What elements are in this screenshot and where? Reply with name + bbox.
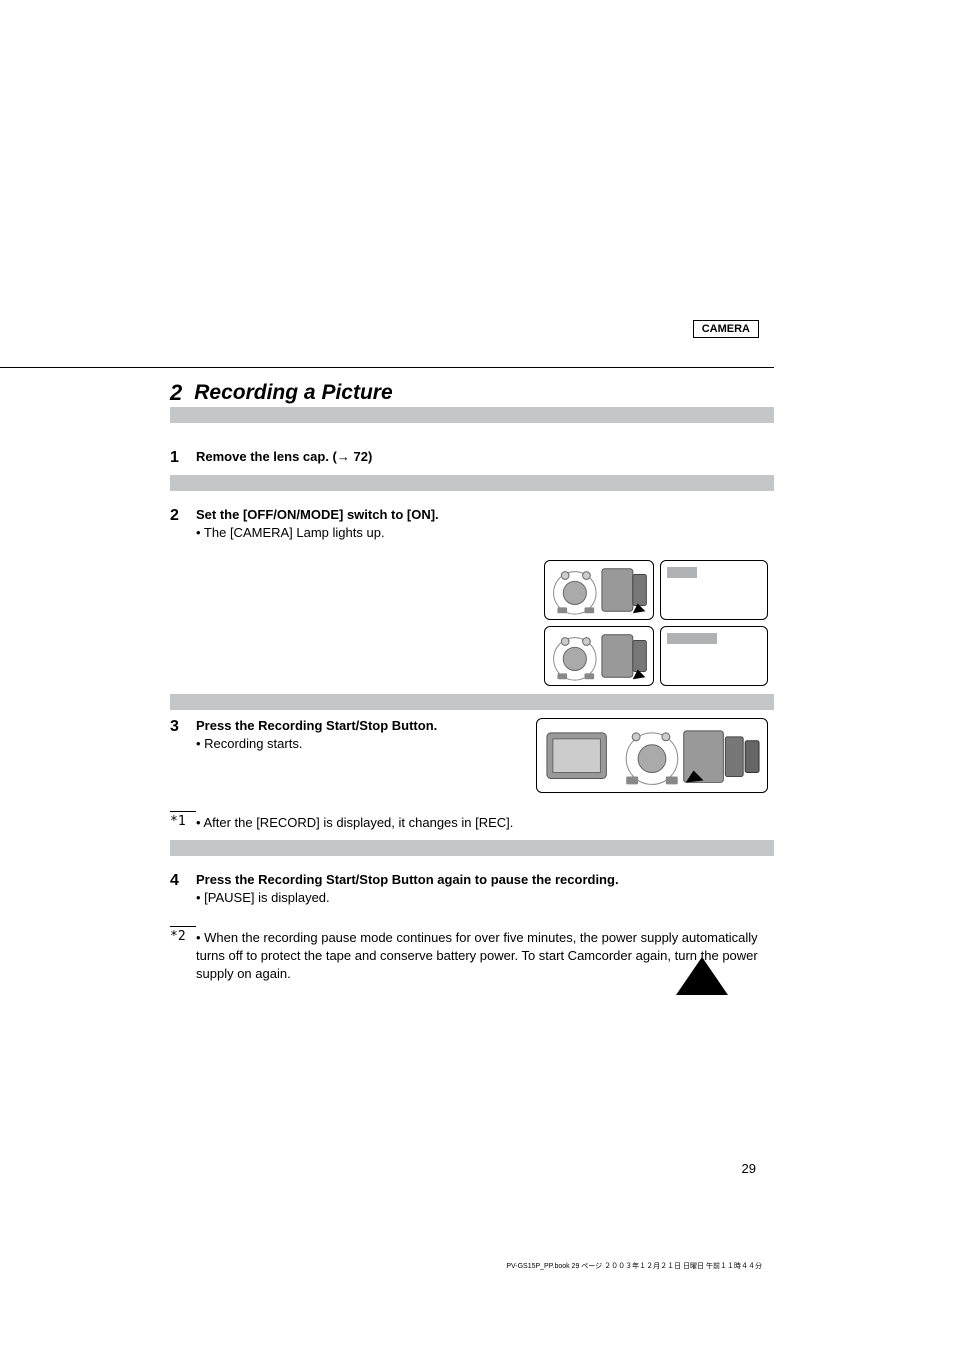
asterisk-mark xyxy=(170,914,196,929)
step-number: 1 xyxy=(170,449,196,467)
step-detail-text: • The [CAMERA] Lamp lights up. xyxy=(196,524,774,542)
asterisk-text: • After the [RECORD] is displayed, it ch… xyxy=(196,814,774,832)
screen-image-1 xyxy=(660,560,768,620)
title-number: 2 xyxy=(170,380,182,406)
image-pair-1 xyxy=(170,560,774,620)
screen-bar-icon xyxy=(667,567,697,578)
step-divider-bar xyxy=(170,475,774,491)
main-title: 2 Recording a Picture xyxy=(170,380,774,406)
step-detail-text: • Recording starts. xyxy=(196,735,536,753)
page-number: 29 xyxy=(742,1161,756,1176)
camera-image-2 xyxy=(544,626,654,686)
asterisk-mark xyxy=(170,799,196,814)
step-divider-bar xyxy=(170,840,774,856)
asterisk-mark-text: *2 xyxy=(170,929,196,984)
image-pair-2 xyxy=(170,626,774,686)
step-main-text: Press the Recording Start/Stop Button ag… xyxy=(196,872,774,887)
asterisk-mark-text: *1 xyxy=(170,814,196,832)
camera-lcd-image xyxy=(536,718,768,793)
step-detail-text: • [PAUSE] is displayed. xyxy=(196,889,774,907)
step-number: 3 xyxy=(170,718,196,753)
screen-image-2 xyxy=(660,626,768,686)
step-1: 1 Remove the lens cap. (→ 72) xyxy=(170,449,774,467)
step-3: 3 Press the Recording Start/Stop Button.… xyxy=(170,718,774,793)
step-2: 2 Set the [OFF/ON/MODE] switch to [ON]. … xyxy=(170,507,774,542)
step-main-text: Remove the lens cap. (→ 72) xyxy=(196,449,774,464)
step-main-text: Set the [OFF/ON/MODE] switch to [ON]. xyxy=(196,507,774,522)
step-4: 4 Press the Recording Start/Stop Button … xyxy=(170,872,774,907)
step-divider-bar xyxy=(170,694,774,710)
footer-meta: PV-GS15P_PP.book 29 ページ ２００３年１２月２１日 日曜日 … xyxy=(506,1262,762,1271)
step-4-asterisk xyxy=(170,914,774,929)
page-turn-triangle-icon xyxy=(676,957,728,995)
step-number: 2 xyxy=(170,507,196,525)
divider-line xyxy=(0,367,774,368)
step-3-asterisk xyxy=(170,799,774,814)
step-number: 4 xyxy=(170,872,196,890)
section-label: CAMERA xyxy=(693,320,759,338)
title-underline-bar xyxy=(170,407,774,423)
step-main-text: Press the Recording Start/Stop Button. xyxy=(196,718,536,733)
title-text: Recording a Picture xyxy=(194,381,392,405)
camera-image-1 xyxy=(544,560,654,620)
screen-bar-icon xyxy=(667,633,717,644)
